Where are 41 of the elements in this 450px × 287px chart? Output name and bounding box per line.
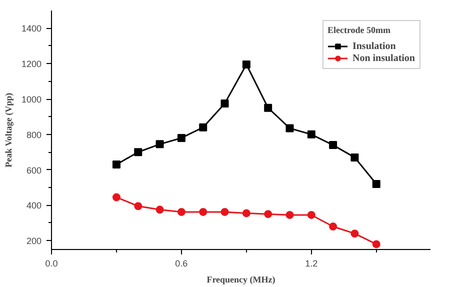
legend-label: Non insulation bbox=[352, 52, 415, 64]
point bbox=[112, 160, 120, 169]
y-tick-label: 1200 bbox=[21, 59, 42, 70]
x-tick-label: 0.0 bbox=[45, 258, 58, 268]
point bbox=[199, 123, 208, 132]
y-tick-label: 1400 bbox=[21, 24, 42, 34]
y-tick-label: 1000 bbox=[21, 94, 42, 105]
x-axis-title: Frequency (MHz) bbox=[206, 274, 276, 284]
y-tick-label: 200 bbox=[26, 236, 42, 246]
point bbox=[156, 206, 164, 214]
point bbox=[199, 208, 208, 216]
legend-title: Electrode 50mm bbox=[327, 25, 392, 35]
point bbox=[329, 141, 338, 150]
y-axis-title: Peak Voltage (Vpp) bbox=[3, 92, 14, 168]
point bbox=[264, 104, 272, 112]
y-tick-label: 800 bbox=[26, 130, 42, 140]
point bbox=[286, 124, 294, 132]
point bbox=[177, 134, 186, 142]
point bbox=[286, 210, 294, 219]
y-tick-label: 400 bbox=[26, 200, 42, 211]
x-tick-label: 0.6 bbox=[175, 258, 188, 268]
point bbox=[134, 202, 142, 210]
point bbox=[264, 210, 272, 218]
x-tick-label: 1.2 bbox=[305, 258, 318, 268]
legend-label: Insulation bbox=[352, 40, 396, 52]
point bbox=[242, 209, 250, 218]
y-tick-label: 600 bbox=[26, 165, 42, 176]
point bbox=[350, 230, 359, 238]
point bbox=[112, 193, 120, 202]
point bbox=[307, 210, 316, 219]
point bbox=[372, 240, 380, 248]
point bbox=[350, 153, 359, 162]
point bbox=[156, 140, 164, 148]
point bbox=[329, 222, 338, 230]
point bbox=[307, 130, 316, 138]
point bbox=[220, 208, 229, 216]
point bbox=[242, 60, 250, 68]
point bbox=[134, 148, 142, 156]
point bbox=[220, 99, 229, 108]
point bbox=[177, 208, 186, 216]
point bbox=[372, 180, 380, 188]
